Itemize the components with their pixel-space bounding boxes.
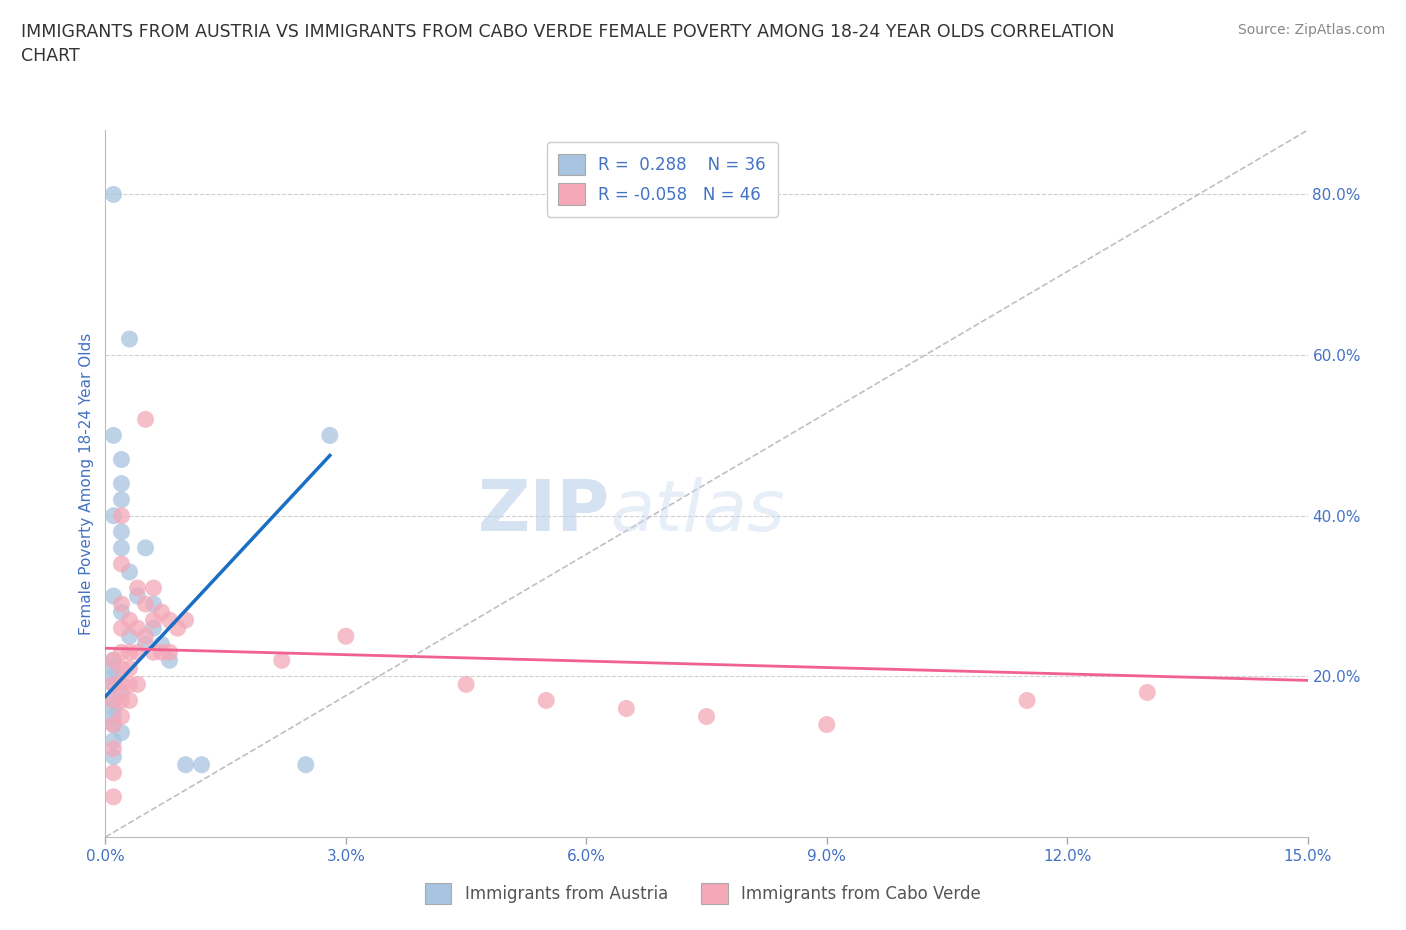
Point xyxy=(103,693,125,708)
Point xyxy=(110,709,132,724)
Point xyxy=(534,693,557,708)
Point xyxy=(110,693,132,708)
Point xyxy=(815,717,838,732)
Point xyxy=(110,644,132,659)
Point xyxy=(103,589,125,604)
Point xyxy=(118,332,141,347)
Point xyxy=(103,717,125,732)
Point xyxy=(110,677,132,692)
Y-axis label: Female Poverty Among 18-24 Year Olds: Female Poverty Among 18-24 Year Olds xyxy=(79,333,94,635)
Point xyxy=(127,620,149,635)
Point xyxy=(103,693,125,708)
Point xyxy=(142,644,165,659)
Point xyxy=(150,644,173,659)
Point xyxy=(174,613,197,628)
Point xyxy=(616,701,638,716)
Text: Source: ZipAtlas.com: Source: ZipAtlas.com xyxy=(1237,23,1385,37)
Point xyxy=(270,653,292,668)
Point xyxy=(103,701,125,716)
Point xyxy=(142,620,165,635)
Point xyxy=(110,525,132,539)
Point xyxy=(127,589,149,604)
Point xyxy=(319,428,342,443)
Point xyxy=(118,677,141,692)
Point xyxy=(110,661,132,676)
Point xyxy=(103,653,125,668)
Point xyxy=(142,613,165,628)
Point xyxy=(174,757,197,772)
Point xyxy=(1017,693,1039,708)
Point xyxy=(118,661,141,676)
Point xyxy=(1136,685,1159,700)
Point xyxy=(110,476,132,491)
Point xyxy=(335,629,357,644)
Point xyxy=(118,644,141,659)
Point xyxy=(103,428,125,443)
Point xyxy=(103,709,125,724)
Point xyxy=(110,452,132,467)
Text: ZIP: ZIP xyxy=(478,477,610,546)
Point xyxy=(135,540,157,555)
Point xyxy=(159,653,181,668)
Point xyxy=(110,604,132,619)
Point xyxy=(135,412,157,427)
Point xyxy=(103,765,125,780)
Point xyxy=(118,565,141,579)
Point xyxy=(110,597,132,612)
Point xyxy=(159,613,181,628)
Point xyxy=(135,637,157,652)
Point xyxy=(103,661,125,676)
Point xyxy=(103,750,125,764)
Point xyxy=(150,637,173,652)
Point xyxy=(166,620,188,635)
Point xyxy=(190,757,212,772)
Text: IMMIGRANTS FROM AUSTRIA VS IMMIGRANTS FROM CABO VERDE FEMALE POVERTY AMONG 18-24: IMMIGRANTS FROM AUSTRIA VS IMMIGRANTS FR… xyxy=(21,23,1115,65)
Point xyxy=(103,677,125,692)
Point xyxy=(103,677,125,692)
Point xyxy=(127,677,149,692)
Point xyxy=(110,509,132,524)
Point xyxy=(142,597,165,612)
Point xyxy=(159,644,181,659)
Point xyxy=(142,580,165,595)
Point xyxy=(110,492,132,507)
Point xyxy=(103,509,125,524)
Point xyxy=(127,580,149,595)
Point xyxy=(110,725,132,740)
Point xyxy=(103,653,125,668)
Point xyxy=(118,629,141,644)
Point xyxy=(103,741,125,756)
Point xyxy=(135,629,157,644)
Point xyxy=(103,717,125,732)
Point xyxy=(295,757,318,772)
Point xyxy=(103,733,125,748)
Point xyxy=(150,604,173,619)
Text: atlas: atlas xyxy=(610,477,785,546)
Point xyxy=(103,790,125,804)
Point xyxy=(454,677,477,692)
Point xyxy=(118,693,141,708)
Legend: R =  0.288    N = 36, R = -0.058   N = 46: R = 0.288 N = 36, R = -0.058 N = 46 xyxy=(547,142,778,217)
Point xyxy=(127,644,149,659)
Point xyxy=(696,709,718,724)
Point xyxy=(118,613,141,628)
Point xyxy=(135,597,157,612)
Legend: Immigrants from Austria, Immigrants from Cabo Verde: Immigrants from Austria, Immigrants from… xyxy=(416,874,990,912)
Point xyxy=(110,556,132,571)
Point xyxy=(103,187,125,202)
Point xyxy=(103,669,125,684)
Point xyxy=(110,685,132,700)
Point xyxy=(110,620,132,635)
Point xyxy=(110,540,132,555)
